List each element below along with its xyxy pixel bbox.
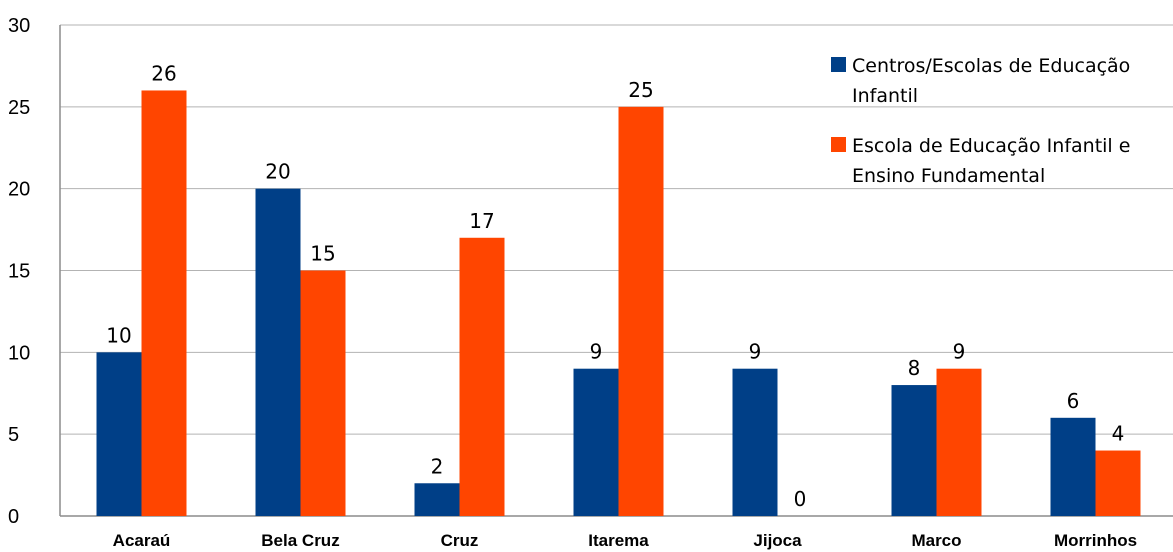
legend-label: Escola de Educação Infantil e xyxy=(852,135,1130,157)
bar xyxy=(937,369,982,516)
data-label: 9 xyxy=(953,340,966,364)
data-label: 9 xyxy=(590,340,603,364)
bar xyxy=(301,271,346,517)
data-label: 4 xyxy=(1112,422,1125,446)
y-tick-label: 25 xyxy=(8,97,30,119)
data-label: 25 xyxy=(628,78,653,102)
legend-item: Centros/Escolas de Educação Infantil xyxy=(831,55,1130,107)
x-tick-label: Marco xyxy=(911,531,961,550)
data-label: 6 xyxy=(1067,389,1080,413)
legend-label: Infantil xyxy=(852,85,918,107)
x-tick-label: Jijoca xyxy=(753,531,802,550)
data-label: 8 xyxy=(908,356,921,380)
bar xyxy=(733,369,778,516)
y-tick-label: 10 xyxy=(8,342,30,364)
bar xyxy=(892,385,937,516)
y-axis-ticks: 0 5 10 15 20 25 30 xyxy=(8,15,30,528)
x-tick-label: Bela Cruz xyxy=(261,531,339,550)
legend-label: Ensino Fundamental xyxy=(852,165,1045,187)
bar xyxy=(1051,418,1096,516)
y-tick-label: 15 xyxy=(8,261,30,283)
legend-item: Escola de Educação Infantil e Ensino Fund… xyxy=(831,135,1130,187)
x-tick-label: Cruz xyxy=(441,531,479,550)
x-axis-categories: Acaraú Bela Cruz Cruz Itarema Jijoca Marco Mor… xyxy=(113,531,1137,550)
legend-swatch xyxy=(831,137,846,152)
bar xyxy=(142,90,187,516)
bar xyxy=(460,238,505,516)
data-label: 15 xyxy=(310,242,335,266)
bar xyxy=(574,369,619,516)
bar xyxy=(256,189,301,516)
data-label: 10 xyxy=(106,323,131,347)
legend-label: Centros/Escolas de Educação xyxy=(852,55,1130,77)
y-tick-label: 0 xyxy=(8,506,19,528)
y-tick-label: 20 xyxy=(8,179,30,201)
bar xyxy=(619,107,664,516)
x-tick-label: Itarema xyxy=(588,531,649,550)
data-label: 2 xyxy=(431,454,444,478)
bar xyxy=(415,483,460,516)
y-tick-label: 5 xyxy=(8,424,19,446)
bar xyxy=(97,352,142,516)
data-label: 9 xyxy=(749,340,762,364)
data-label: 17 xyxy=(469,209,494,233)
data-label: 26 xyxy=(151,61,176,85)
legend: Centros/Escolas de Educação Infantil Escol… xyxy=(831,55,1130,187)
data-label: 0 xyxy=(794,487,807,511)
legend-swatch xyxy=(831,57,846,72)
y-tick-label: 30 xyxy=(8,15,30,37)
data-label: 20 xyxy=(265,160,290,184)
x-tick-label: Acaraú xyxy=(113,531,171,550)
bar xyxy=(1096,451,1141,516)
x-tick-label: Morrinhos xyxy=(1054,531,1137,550)
